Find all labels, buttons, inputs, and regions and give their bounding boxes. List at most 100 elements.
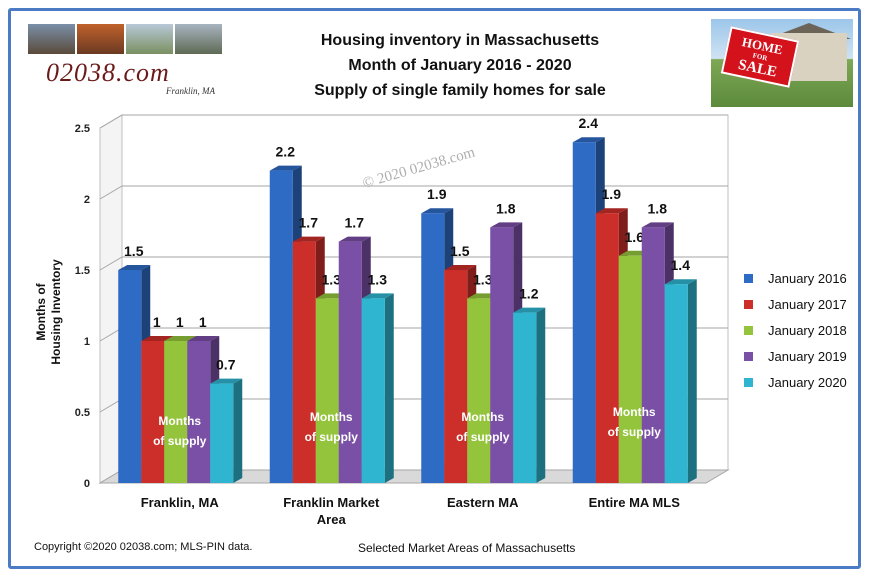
gridline (99, 114, 728, 129)
legend-label: January 2017 (768, 297, 847, 312)
bar-top (141, 336, 174, 341)
months-of-supply-annotation: of supply (456, 430, 510, 444)
data-label: 1.8 (496, 200, 516, 216)
bar-top (513, 307, 546, 313)
bar-side (384, 293, 394, 483)
logo-text: 02038.com (46, 58, 170, 87)
bar-top (164, 336, 197, 341)
data-label: 1.8 (648, 200, 668, 216)
bar-top (421, 208, 454, 214)
bar-top (490, 222, 523, 228)
bar (664, 284, 688, 483)
data-label: 1.2 (519, 286, 539, 302)
bar-side (687, 279, 697, 483)
logo-photo-1 (28, 24, 75, 54)
bar-top (361, 293, 394, 299)
x-category-label: Area (317, 512, 347, 527)
logo-photo-strip (28, 24, 222, 54)
x-category-label: Eastern MA (447, 495, 519, 510)
months-of-supply-annotation: Months (461, 410, 504, 424)
data-label: 1.9 (602, 186, 622, 202)
months-of-supply-annotation: Months (613, 405, 656, 419)
legend-label: January 2019 (768, 349, 847, 364)
y-tick-label: 2 (84, 194, 90, 206)
x-category-label: Franklin, MA (141, 495, 220, 510)
title-line-1: Housing inventory in Massachusetts (320, 32, 600, 49)
y-tick-label: 2.5 (75, 123, 90, 135)
bar (292, 241, 316, 483)
bar (187, 341, 211, 483)
legend-swatch (744, 326, 753, 335)
bar-top (187, 336, 220, 341)
data-label: 1.6 (625, 229, 645, 245)
logo-photo-2 (77, 24, 124, 54)
x-category-label: Entire MA MLS (589, 495, 681, 510)
bar-top (572, 137, 605, 143)
bar (641, 227, 665, 483)
data-label: 1.3 (322, 271, 342, 287)
y-axis-title: Months ofHousing Inventory (34, 259, 63, 365)
legend-label: January 2020 (768, 375, 847, 390)
y-axis-title-line: Months of (34, 282, 48, 340)
data-label: 1.9 (427, 186, 447, 202)
data-label: 1 (176, 314, 184, 330)
bar (315, 298, 339, 483)
bar (490, 227, 514, 483)
data-label: 2.2 (276, 144, 296, 160)
legend-label: January 2016 (768, 271, 847, 286)
bar (141, 341, 165, 483)
y-axis-title-line: Housing Inventory (49, 259, 63, 365)
chart-title: Housing inventory in Massachusetts Month… (250, 28, 670, 103)
data-label: 1.3 (368, 271, 388, 287)
bar (618, 255, 642, 483)
bar (421, 213, 445, 483)
bar (513, 312, 537, 483)
logo-photo-3 (126, 24, 173, 54)
bar (338, 241, 362, 483)
bar-side (233, 378, 243, 483)
legend-swatch (744, 352, 753, 361)
data-label: 1.7 (299, 215, 319, 231)
bar (595, 213, 619, 483)
months-of-supply-annotation: of supply (153, 434, 207, 448)
y-tick-label: 1.5 (75, 265, 90, 277)
legend-swatch (744, 300, 753, 309)
data-label: 1 (153, 314, 161, 330)
y-tick-label: 0.5 (75, 407, 90, 419)
data-label: 0.7 (216, 357, 236, 373)
bar-top (269, 165, 302, 171)
bar (467, 298, 491, 483)
y-tick-label: 1 (84, 336, 90, 348)
legend-swatch (744, 274, 753, 283)
data-label: 1 (199, 314, 207, 330)
bar-top (641, 222, 674, 228)
gridline (99, 256, 728, 271)
bar-side (536, 307, 546, 483)
home-for-sale-photo: HOME FOR SALE (711, 19, 853, 107)
months-of-supply-annotation: of supply (608, 425, 662, 439)
data-label: 1.4 (671, 257, 691, 273)
y-tick-label: 0 (84, 478, 90, 490)
bar-top (118, 265, 151, 270)
bar (572, 142, 596, 483)
bar (164, 341, 188, 483)
bar-top (338, 236, 371, 242)
copyright-note: Copyright ©2020 02038.com; MLS-PIN data. (34, 541, 253, 553)
data-label: 1.3 (473, 271, 493, 287)
bar-top (210, 378, 243, 384)
bar (444, 270, 468, 483)
data-label: 1.5 (450, 243, 470, 259)
title-line-2: Month of January 2016 - 2020 (348, 57, 572, 74)
bar (210, 383, 234, 483)
gridline (99, 185, 728, 200)
months-of-supply-annotation: Months (158, 414, 201, 428)
data-label: 1.7 (345, 215, 365, 231)
bar-top (444, 265, 477, 270)
bar (118, 270, 142, 483)
bar-top (292, 236, 325, 242)
bar (361, 298, 385, 483)
legend-label: January 2018 (768, 323, 847, 338)
bar (269, 170, 293, 483)
bar-top (664, 279, 697, 285)
